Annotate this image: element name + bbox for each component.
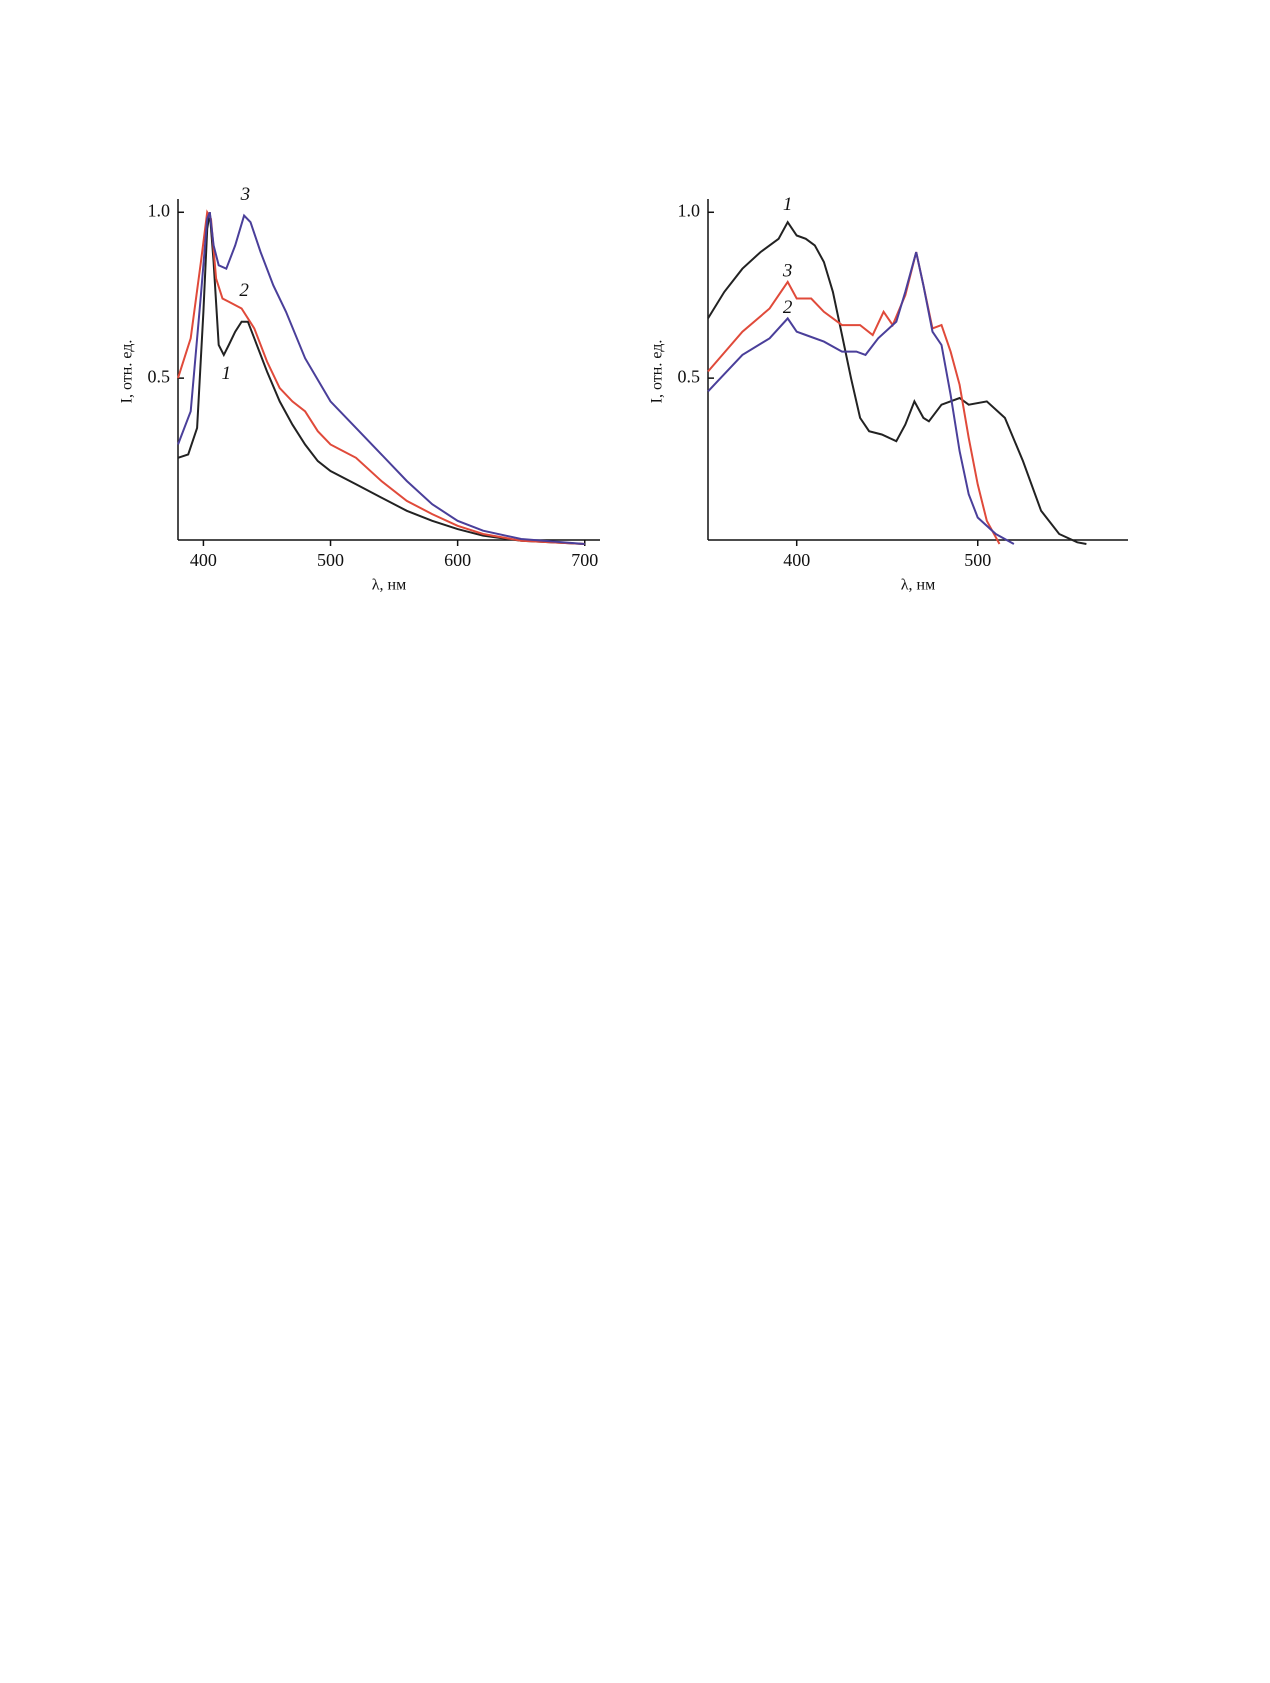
curve-label: 1: [222, 363, 232, 384]
curve-label: 2: [783, 297, 793, 318]
x-axis-label: λ, нм: [372, 577, 406, 594]
curve-label: 2: [239, 280, 249, 301]
line-series: [177, 209, 585, 545]
x-axis-label: λ, нм: [901, 577, 935, 594]
curve-label: 3: [240, 184, 251, 205]
x-tick-label: 400: [783, 550, 810, 570]
y-tick-label: 0.5: [678, 366, 701, 386]
x-tick-label: 600: [444, 550, 471, 570]
x-tick-label: 400: [190, 550, 217, 570]
y-tick-label: 1.0: [148, 200, 171, 220]
line-series: [177, 211, 585, 545]
y-tick-label: 1.0: [678, 200, 701, 220]
y-tick-label: 0.5: [148, 366, 171, 386]
x-tick-label: 700: [571, 550, 598, 570]
line-series: [707, 220, 1087, 545]
line-series: [707, 251, 1001, 545]
line-series: [177, 212, 585, 545]
x-tick-label: 500: [317, 550, 344, 570]
y-axis-label: I, отн. ед.: [119, 340, 136, 404]
x-tick-label: 500: [964, 550, 991, 570]
line-series: [707, 251, 1015, 545]
curve-label: 3: [782, 260, 793, 281]
y-axis-label: I, отн. ед.: [649, 340, 666, 404]
curve-label: 1: [783, 194, 793, 215]
